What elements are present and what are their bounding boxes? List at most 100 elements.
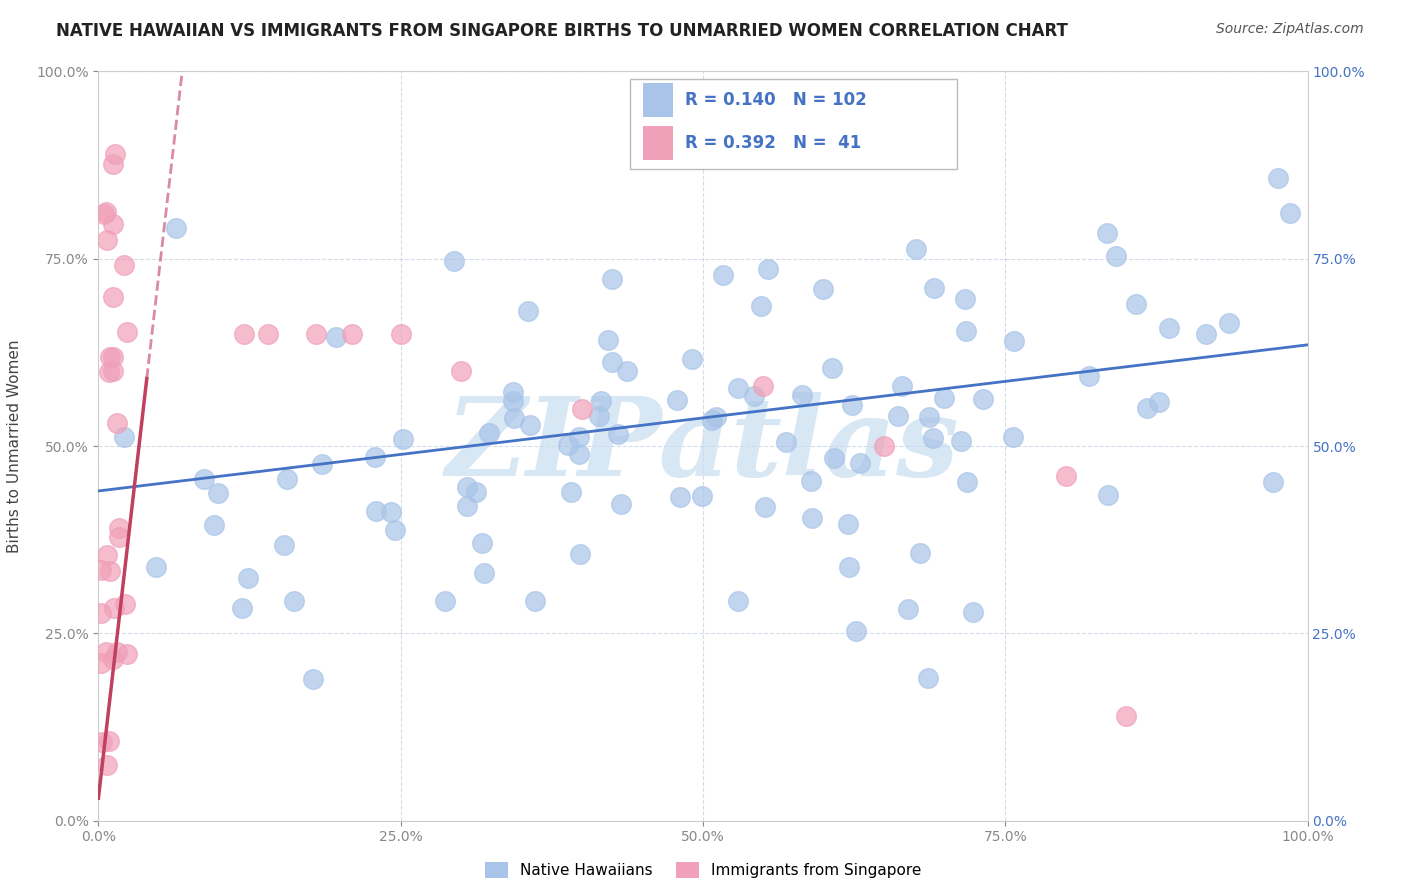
Point bbox=[1147, 395, 1170, 409]
Point bbox=[94, 645, 117, 659]
Point bbox=[90, 563, 112, 577]
Point bbox=[823, 450, 845, 465]
Point bbox=[690, 489, 713, 503]
Point bbox=[1136, 401, 1159, 416]
Point bbox=[456, 480, 478, 494]
Point bbox=[845, 624, 868, 638]
Point bbox=[922, 281, 945, 295]
Point bbox=[207, 486, 229, 500]
Point bbox=[606, 427, 628, 442]
Point bbox=[666, 392, 689, 407]
Point bbox=[560, 485, 582, 500]
Text: Source: ZipAtlas.com: Source: ZipAtlas.com bbox=[1216, 22, 1364, 37]
Point bbox=[800, 474, 823, 488]
Point bbox=[100, 350, 122, 364]
Point bbox=[756, 262, 779, 277]
Point bbox=[104, 146, 127, 161]
Point bbox=[711, 268, 734, 282]
Point bbox=[103, 157, 125, 171]
Point bbox=[917, 410, 939, 425]
Point bbox=[821, 361, 844, 376]
Point bbox=[107, 645, 129, 659]
Point bbox=[950, 434, 973, 448]
Point bbox=[91, 735, 114, 749]
Point bbox=[465, 485, 488, 500]
Point bbox=[98, 564, 121, 578]
Point bbox=[908, 546, 931, 560]
Point bbox=[557, 438, 579, 452]
Text: R = 0.392   N =  41: R = 0.392 N = 41 bbox=[685, 134, 860, 152]
Point bbox=[273, 538, 295, 552]
Point bbox=[1105, 249, 1128, 263]
Point bbox=[325, 329, 347, 343]
Point bbox=[443, 254, 465, 268]
Point bbox=[524, 593, 547, 607]
Point bbox=[956, 475, 979, 489]
Point bbox=[704, 409, 727, 424]
Point bbox=[456, 499, 478, 513]
FancyBboxPatch shape bbox=[630, 78, 957, 169]
Point bbox=[472, 566, 495, 581]
Point bbox=[101, 291, 124, 305]
Point bbox=[94, 205, 117, 219]
Point bbox=[972, 392, 994, 406]
Point bbox=[101, 350, 124, 364]
Point bbox=[932, 391, 955, 405]
Point bbox=[105, 416, 128, 430]
Point bbox=[112, 258, 135, 272]
Point bbox=[921, 431, 943, 445]
Point bbox=[1054, 469, 1077, 483]
Point bbox=[96, 549, 118, 563]
Point bbox=[571, 401, 593, 416]
Point bbox=[276, 472, 298, 486]
Point bbox=[588, 409, 610, 423]
Point bbox=[96, 758, 118, 772]
Point bbox=[616, 364, 638, 378]
Point bbox=[97, 365, 120, 379]
FancyBboxPatch shape bbox=[643, 126, 673, 160]
Point bbox=[236, 571, 259, 585]
Point bbox=[380, 504, 402, 518]
Point bbox=[434, 593, 457, 607]
Point bbox=[1125, 297, 1147, 311]
Point bbox=[897, 601, 920, 615]
Point bbox=[231, 600, 253, 615]
Point bbox=[1267, 170, 1289, 185]
Point bbox=[568, 430, 591, 444]
Point bbox=[890, 379, 912, 393]
Point bbox=[256, 326, 278, 341]
Point bbox=[232, 326, 254, 341]
Point bbox=[103, 652, 125, 666]
Point bbox=[598, 333, 620, 347]
Point bbox=[668, 490, 690, 504]
Point bbox=[917, 671, 939, 685]
Point bbox=[811, 282, 834, 296]
Point bbox=[1195, 326, 1218, 341]
Point bbox=[93, 207, 115, 221]
Point bbox=[887, 409, 910, 424]
Point bbox=[112, 430, 135, 444]
Point bbox=[97, 734, 120, 748]
Point bbox=[904, 242, 927, 256]
Point bbox=[1077, 369, 1099, 384]
Point bbox=[752, 379, 775, 393]
Point bbox=[165, 220, 187, 235]
Point bbox=[384, 523, 406, 537]
Legend: Native Hawaiians, Immigrants from Singapore: Native Hawaiians, Immigrants from Singap… bbox=[479, 856, 927, 884]
Point bbox=[471, 535, 494, 549]
Point bbox=[727, 594, 749, 608]
Point bbox=[1278, 205, 1301, 219]
Point bbox=[591, 394, 613, 409]
Point bbox=[115, 325, 138, 339]
Point bbox=[955, 324, 977, 338]
Point bbox=[450, 364, 472, 378]
Point bbox=[90, 606, 112, 620]
Point bbox=[1218, 316, 1240, 330]
Point bbox=[101, 364, 124, 378]
Point bbox=[1157, 321, 1180, 335]
Point bbox=[953, 292, 976, 306]
Point bbox=[108, 530, 131, 544]
Point bbox=[610, 498, 633, 512]
Point bbox=[1002, 334, 1025, 348]
Text: NATIVE HAWAIIAN VS IMMIGRANTS FROM SINGAPORE BIRTHS TO UNMARRIED WOMEN CORRELATI: NATIVE HAWAIIAN VS IMMIGRANTS FROM SINGA… bbox=[56, 22, 1069, 40]
